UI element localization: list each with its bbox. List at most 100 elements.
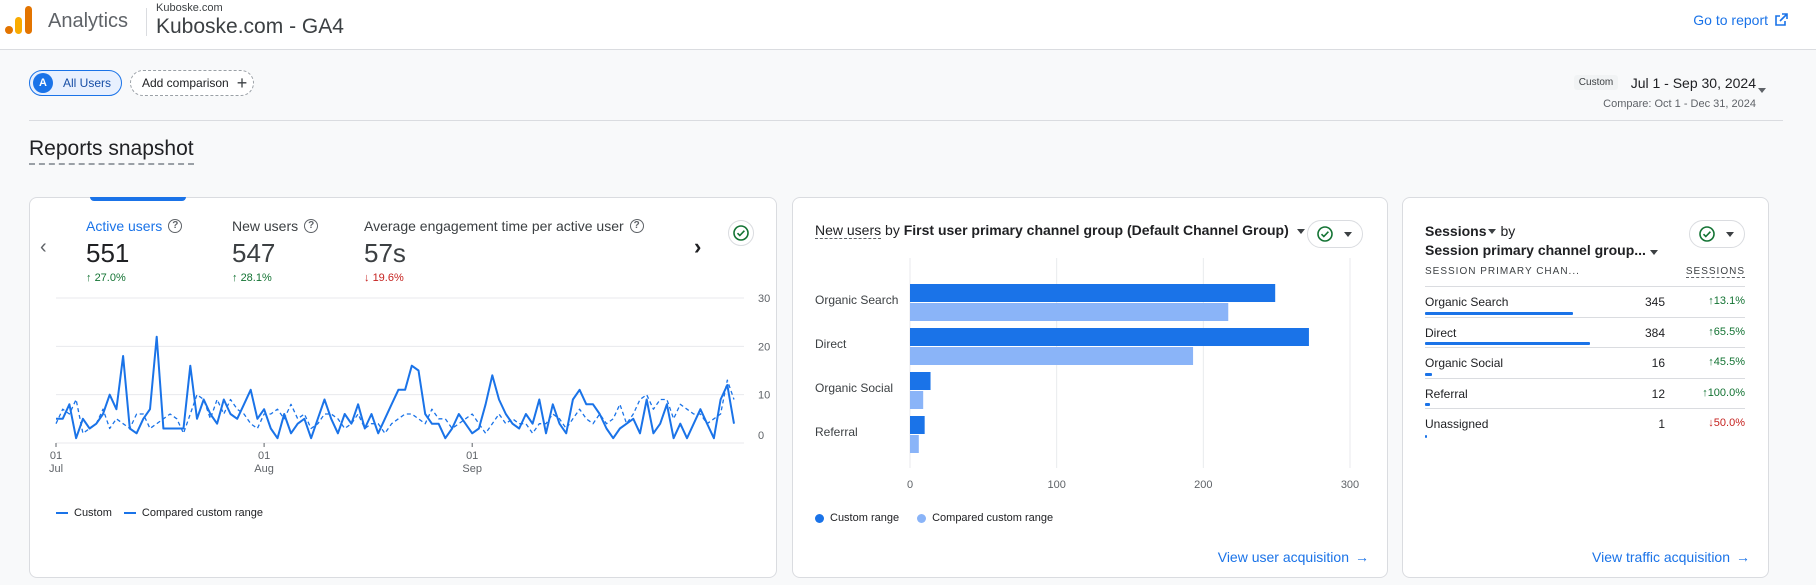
view-traffic-acquisition-link[interactable]: View traffic acquisition → (1592, 549, 1750, 565)
metric-change-value: 19.6% (372, 272, 404, 284)
x-tick-label: 100 (1047, 479, 1065, 491)
metric-change-value: 28.1% (240, 272, 272, 284)
metric-value: 57s (364, 238, 406, 268)
category-label: Organic Social (815, 381, 893, 395)
arrow-right-icon: → (1355, 549, 1369, 565)
chevron-down-icon (1344, 231, 1352, 237)
legend-dot-icon (917, 513, 927, 523)
view-user-acquisition-link[interactable]: View user acquisition → (1218, 549, 1369, 565)
help-icon[interactable]: ? (304, 219, 319, 233)
title-metric[interactable]: Sessions (1425, 223, 1487, 239)
sessions-card: Sessions by Session primary channel group… (1402, 197, 1769, 578)
row-change: ↑100.0% (1702, 386, 1745, 399)
metric-label: Active users (86, 218, 163, 234)
table-row[interactable]: Unassigned 1 ↓50.0% (1425, 409, 1745, 440)
dimension-caret-icon[interactable] (1649, 250, 1658, 255)
property-selector[interactable]: Kuboske.com - GA4 (156, 15, 344, 38)
page-title: Reports snapshot (29, 137, 194, 165)
go-to-report-link[interactable]: Go to report (1693, 12, 1788, 28)
row-change-value: 65.5% (1713, 325, 1745, 338)
row-share-bar (1425, 403, 1431, 406)
row-share-bar (1425, 311, 1574, 315)
segment-chip-all-users[interactable]: A All Users (29, 70, 122, 96)
metric-new-users[interactable]: New users? 547 ↑ 28.1% (232, 218, 319, 284)
dimension-caret-icon[interactable] (1296, 228, 1305, 234)
metric-avg-engagement-time[interactable]: Average engagement time per active user?… (364, 218, 644, 284)
table-row[interactable]: Organic Social 16 ↑45.5% (1425, 348, 1745, 379)
card-title[interactable]: New users by First user primary channel … (815, 222, 1305, 239)
title-metric[interactable]: New users (815, 222, 882, 239)
bar-compared[interactable] (910, 435, 919, 453)
date-range-tag: Custom (1573, 75, 1619, 91)
bar-custom[interactable] (910, 416, 925, 434)
customize-card-button[interactable] (728, 220, 754, 246)
table-row[interactable]: Referral 12 ↑100.0% (1425, 379, 1745, 409)
row-change: ↑65.5% (1708, 325, 1745, 338)
check-circle-icon (733, 225, 749, 241)
row-change-value: 13.1% (1713, 295, 1745, 307)
help-icon[interactable]: ? (168, 219, 183, 233)
column-header-sessions[interactable]: SESSIONS (1685, 266, 1745, 278)
help-icon[interactable]: ? (629, 219, 644, 233)
customize-card-button[interactable] (1307, 220, 1363, 248)
column-header-channel[interactable]: SESSION PRIMARY CHAN... (1425, 266, 1580, 277)
category-label: Direct (815, 337, 847, 351)
row-sessions-value: 12 (1651, 386, 1665, 401)
metric-change: ↑ 27.0% (86, 272, 126, 284)
legend-dashed-swatch (123, 512, 136, 514)
chevron-right-icon[interactable]: › (694, 234, 702, 259)
legend-item: Custom range (815, 512, 899, 524)
legend-item: Compared custom range (917, 512, 1053, 524)
analytics-logo-icon[interactable] (4, 6, 34, 34)
row-channel-name: Referral (1425, 386, 1468, 401)
card-title[interactable]: Sessions by Session primary channel group… (1425, 222, 1658, 260)
title-dimension[interactable]: Session primary channel group... (1425, 242, 1646, 258)
account-name[interactable]: Kuboske.com (156, 2, 223, 14)
add-comparison-button[interactable]: Add comparison + (130, 70, 254, 96)
customize-card-button[interactable] (1689, 220, 1745, 248)
top-header: Analytics Kuboske.com Kuboske.com - GA4 … (0, 0, 1816, 50)
date-dropdown-caret-icon[interactable] (1758, 88, 1766, 93)
series-line-compared[interactable] (55, 379, 735, 434)
x-tick-label: 0 (907, 479, 913, 491)
chevron-left-icon[interactable]: ‹ (40, 236, 47, 258)
metric-value: 551 (86, 238, 130, 268)
bar-custom[interactable] (910, 328, 1309, 346)
channel-bar-chart[interactable]: 0 100 200 300 Organic Search Direct Organic So… (793, 258, 1389, 508)
title-by: by (885, 222, 900, 238)
bar-custom[interactable] (910, 284, 1276, 302)
row-change-value: 50.0% (1713, 417, 1745, 429)
table-row[interactable]: Organic Search 345 ↑13.1% (1425, 287, 1745, 318)
date-range-picker[interactable]: Custom Jul 1 - Sep 30, 2024 Compare: Oct… (1573, 74, 1756, 110)
row-change: ↑45.5% (1708, 356, 1745, 368)
title-dimension[interactable]: First user primary channel group (Defaul… (903, 222, 1289, 238)
chevron-down-icon (1726, 231, 1734, 237)
bar-compared[interactable] (910, 303, 1229, 321)
row-channel-name: Organic Search (1425, 295, 1509, 309)
category-label: Referral (815, 425, 858, 439)
y-tick-label: 30 (758, 293, 770, 305)
arrow-right-icon: → (1736, 549, 1750, 565)
legend-dot-icon (815, 513, 824, 523)
metric-change: ↑ 28.1% (232, 272, 272, 284)
bar-compared[interactable] (910, 347, 1194, 365)
user-acquisition-card: New users by First user primary channel … (792, 197, 1388, 578)
row-change: ↑13.1% (1708, 295, 1745, 307)
metric-label: Average engagement time per active user (364, 218, 624, 234)
bar-compared[interactable] (910, 391, 924, 409)
series-line-custom[interactable] (56, 335, 735, 440)
legend-label: Custom range (830, 512, 900, 524)
metric-value: 547 (232, 238, 276, 268)
table-row[interactable]: Direct 384 ↑65.5% (1425, 318, 1745, 348)
bar-custom[interactable] (910, 372, 931, 390)
y-tick-label: 10 (758, 390, 770, 402)
row-change-value: 100.0% (1707, 386, 1745, 399)
metric-caret-icon[interactable] (1488, 229, 1497, 234)
row-channel-name: Unassigned (1425, 417, 1489, 431)
metric-label: New users (232, 218, 299, 234)
row-channel-name: Direct (1425, 325, 1457, 340)
x-tick-day: 01 (466, 450, 478, 462)
row-share-bar (1425, 342, 1590, 345)
metric-active-users[interactable]: Active users? 551 ↑ 27.0% (86, 218, 183, 284)
